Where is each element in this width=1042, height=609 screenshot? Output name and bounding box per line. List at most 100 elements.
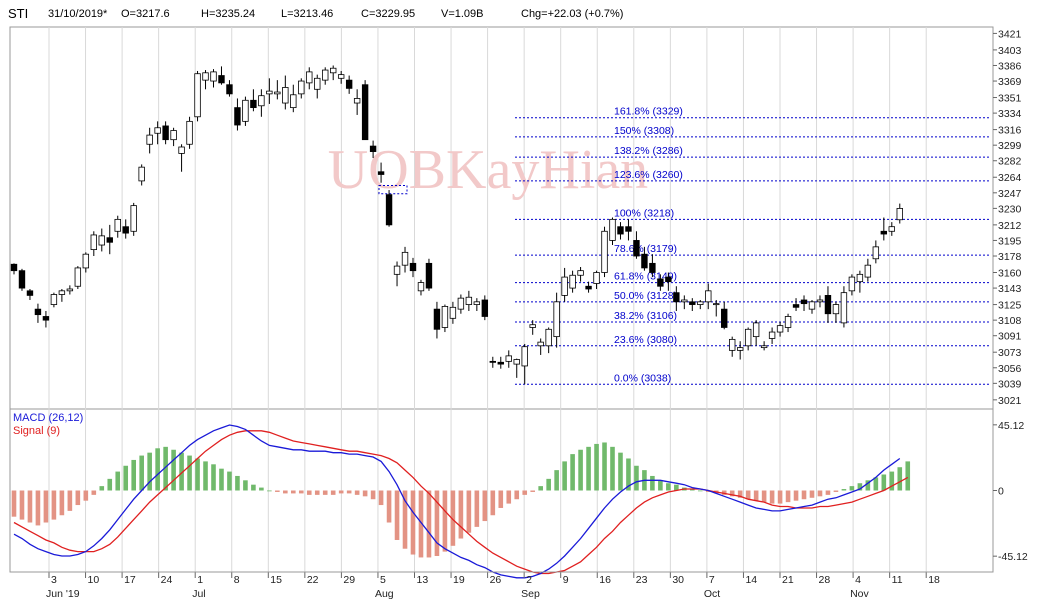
candle-body [146, 134, 153, 145]
histogram-bar [546, 478, 551, 491]
histogram-bar [697, 490, 703, 492]
histogram-bar [857, 483, 863, 491]
x-tick-label: 10 [88, 574, 100, 586]
candle-body [856, 273, 864, 283]
y-tick-label: 3021 [998, 395, 1022, 407]
x-tick-label: 23 [636, 574, 648, 586]
histogram-bar [386, 490, 392, 523]
histogram-bar [522, 490, 528, 495]
histogram-bar [115, 471, 121, 491]
histogram-bar [99, 486, 105, 491]
candle-body [505, 355, 512, 362]
candle-body [736, 347, 744, 351]
candle-body [593, 272, 600, 284]
x-tick-label: 28 [819, 574, 831, 586]
histogram-bar [35, 490, 41, 526]
candle-body [50, 294, 58, 305]
candle-body [729, 338, 736, 351]
signal-line [13, 430, 909, 575]
histogram-bar [610, 446, 615, 491]
histogram-bar [873, 477, 879, 491]
histogram-bar [586, 446, 591, 491]
histogram-bar [833, 490, 839, 492]
date-label: 31/10/2019* [48, 8, 108, 20]
histogram-bar [442, 490, 448, 552]
histogram-bar [131, 459, 136, 491]
histogram-bar [211, 464, 216, 491]
open-label: O=3217.6 [121, 8, 170, 20]
histogram-bar [251, 484, 256, 491]
candle-body [457, 297, 465, 310]
histogram-bar [354, 490, 360, 495]
candle-body [130, 205, 137, 232]
histogram-bar [434, 490, 440, 556]
candle-body [10, 263, 18, 272]
candle-body [385, 194, 393, 226]
histogram-bar [769, 490, 775, 504]
macd-lines [13, 424, 909, 579]
histogram-bar [203, 461, 208, 491]
histogram-bar [195, 458, 200, 491]
histogram-bar [306, 490, 312, 495]
x-tick-label: 18 [928, 574, 940, 586]
candle-body [298, 80, 305, 95]
histogram-bar [849, 486, 855, 491]
candle-body [768, 331, 776, 339]
date-x-axis: 3 10 17 24 1 8 15 22 29 5 13 19 26 2 9 16 23 30 7 14 21 28 4 11… [10, 571, 993, 600]
candle-body [649, 262, 656, 273]
candle-body [162, 125, 169, 141]
histogram-bar [283, 490, 288, 494]
macd-y-axis: 45.12 0 -45.12 [993, 420, 1028, 563]
y-tick-label: 3282 [998, 156, 1022, 168]
candle-body [776, 325, 784, 333]
candle-body [178, 146, 185, 154]
histogram-bar [578, 449, 583, 491]
candle-body [545, 328, 552, 347]
high-label: H=3235.24 [201, 8, 256, 20]
histogram-bar [809, 490, 815, 498]
x-tick-label: 21 [782, 574, 794, 586]
x-tick-label: 26 [490, 574, 502, 586]
histogram-bar [674, 484, 679, 491]
histogram-bar [865, 480, 871, 491]
macd-y-tick-label: -45.12 [998, 551, 1028, 563]
histogram-bar [139, 455, 144, 491]
month-label: Jun '19 [46, 588, 80, 600]
y-tick-label: 3212 [998, 220, 1022, 232]
candle-body [673, 292, 680, 303]
candle-body [66, 288, 74, 292]
histogram-bar [825, 490, 831, 495]
candle-body [689, 301, 696, 305]
candle-body [792, 304, 800, 308]
y-tick-label: 3299 [998, 140, 1022, 152]
candle-body [760, 345, 768, 349]
candle-body [513, 359, 520, 365]
histogram-bar [322, 490, 328, 495]
histogram-bar [570, 454, 575, 491]
histogram-bar [458, 490, 464, 539]
histogram-bar [897, 467, 903, 491]
candle-body [337, 74, 345, 79]
histogram-bar [889, 471, 895, 491]
y-tick-label: 3091 [998, 331, 1022, 343]
candle-body [497, 361, 504, 365]
candle-body [705, 290, 712, 303]
y-tick-label: 3178 [998, 251, 1022, 263]
candle-body [306, 71, 313, 84]
candle-body [425, 262, 433, 289]
month-label: Oct [704, 588, 720, 600]
candle-body [577, 270, 584, 276]
histogram-bar [314, 490, 320, 495]
candle-body [800, 299, 808, 305]
y-tick-label: 3264 [998, 172, 1022, 184]
candle-body [226, 84, 233, 95]
candle-body [122, 226, 129, 234]
x-tick-label: 22 [307, 574, 319, 586]
histogram-bar [378, 490, 384, 506]
histogram-bar [474, 490, 480, 527]
histogram-bar [418, 490, 424, 558]
candle-body [242, 99, 249, 122]
candle-body [609, 218, 616, 241]
candle-body [170, 130, 177, 141]
histogram-bar [163, 446, 168, 491]
